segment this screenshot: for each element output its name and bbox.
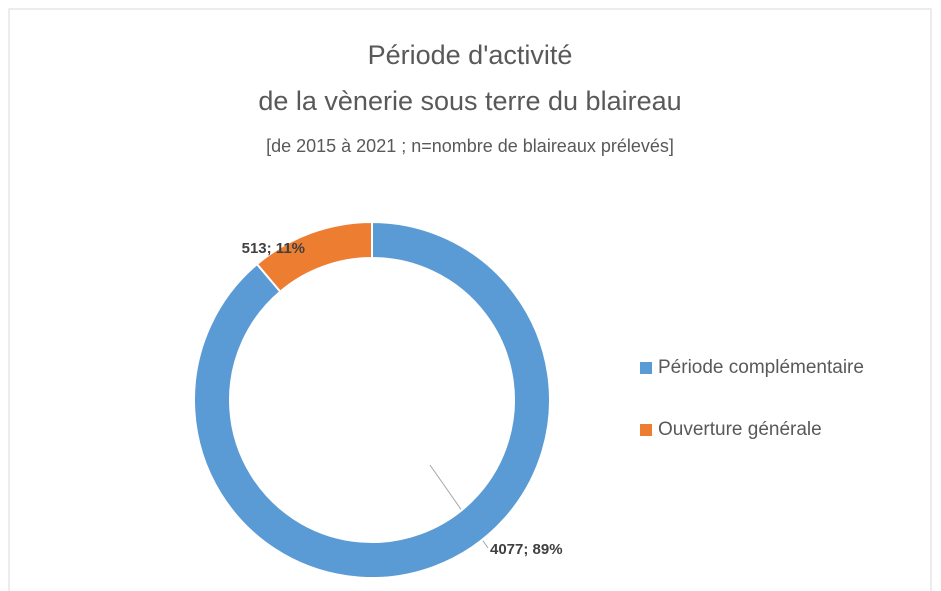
- legend-label: Ouverture générale: [658, 419, 822, 440]
- donut-segment: [193, 220, 551, 579]
- data-label: 4077; 89%: [490, 541, 563, 558]
- legend-swatch: [640, 424, 652, 436]
- legend-swatch: [640, 362, 652, 374]
- data-label: 513; 11%: [242, 240, 305, 257]
- donut-segment: [255, 220, 373, 294]
- chart-title: de la vènerie sous terre du blaireau: [258, 86, 681, 116]
- chart-frame: [8, 8, 932, 591]
- chart-title: Période d'activité: [368, 40, 573, 70]
- chart-subtitle: [de 2015 à 2021 ; n=nombre de blaireaux …: [266, 136, 674, 156]
- legend-label: Période complémentaire: [658, 357, 864, 378]
